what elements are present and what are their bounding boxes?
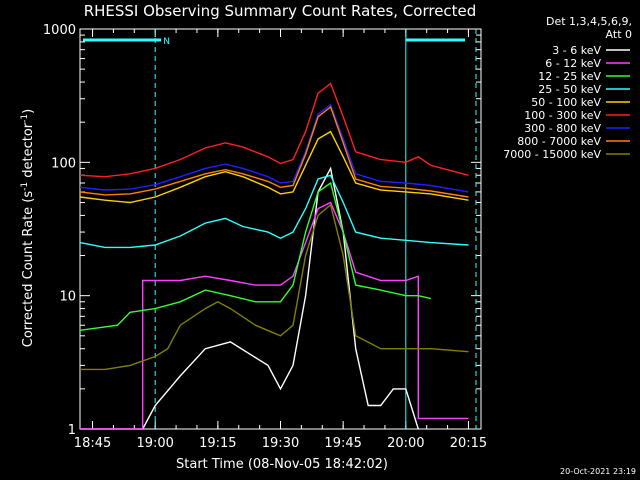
legend-label: 12 - 25 keV	[538, 70, 601, 83]
legend-label: 3 - 6 keV	[552, 44, 601, 57]
y-tick-label: 1	[68, 423, 76, 438]
x-tick-label: 18:45	[74, 436, 111, 451]
legend-label: 800 - 7000 keV	[517, 135, 601, 148]
y-tick-label: 1000	[43, 23, 76, 38]
series-line-3	[79, 181, 432, 331]
x-tick-label: 19:15	[199, 436, 236, 451]
y-tick-label: 100	[51, 156, 76, 171]
series-line-2	[80, 201, 469, 430]
legend-label: 50 - 100 keV	[531, 96, 601, 109]
legend-label: 7000 - 15000 keV	[503, 148, 601, 161]
x-tick-label: 20:00	[387, 436, 424, 451]
x-tick-label: 19:00	[136, 436, 173, 451]
chart-title: RHESSI Observing Summary Count Rates, Co…	[84, 2, 477, 20]
legend-label: 300 - 800 keV	[524, 122, 601, 135]
series-line-1	[80, 166, 419, 430]
series-line-8	[79, 105, 469, 198]
series-line-6	[79, 82, 469, 178]
plot-area: 1 10 100 1000 18:45 19:00 19:15 19:30 19:45 20:00…	[43, 23, 487, 451]
legend-label: 100 - 300 keV	[524, 109, 601, 122]
series-line-4	[79, 174, 469, 249]
legend-header-line1: Det 1,3,4,5,6,9,	[546, 15, 632, 28]
plot-frame	[79, 28, 482, 430]
night-marker-label: N	[163, 37, 170, 47]
x-tick-label: 19:45	[324, 436, 361, 451]
y-tick-label: 10	[59, 290, 76, 305]
legend-label: 25 - 50 keV	[538, 83, 601, 96]
legend-label: 6 - 12 keV	[545, 57, 601, 70]
series-line-7	[79, 103, 469, 193]
series-line-5	[79, 130, 469, 204]
x-axis-label: Start Time (08-Nov-05 18:42:02)	[176, 457, 388, 472]
y-axis-label: Corrected Count Rate (s-1 detector-1)	[20, 109, 36, 347]
series-line-9	[80, 203, 469, 371]
x-tick-label: 19:30	[262, 436, 299, 451]
x-tick-label: 20:15	[450, 436, 487, 451]
timestamp: 20-Oct-2021 23:19	[560, 467, 636, 476]
legend-header-line2: Att 0	[606, 28, 632, 41]
